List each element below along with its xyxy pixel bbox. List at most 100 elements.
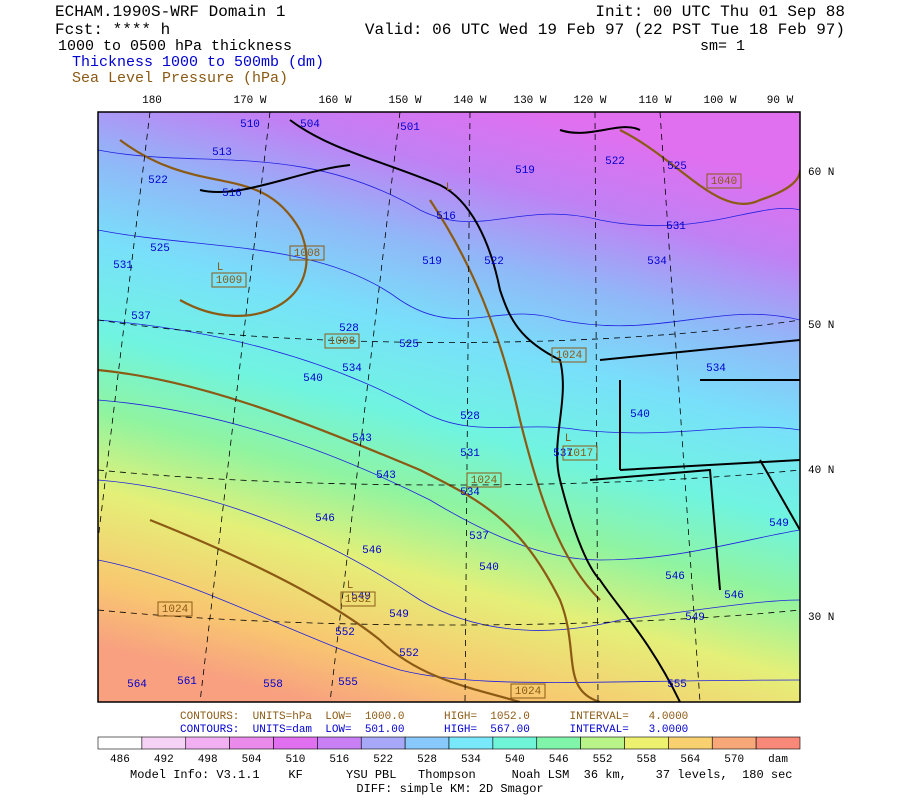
pressure-label: L [347, 580, 354, 592]
thickness-label: 522 [148, 175, 168, 187]
longitude-label: 120 W [573, 95, 606, 107]
pressure-label-box [706, 173, 742, 189]
latitude-label: 60 N [808, 167, 834, 179]
colorbar-label: 534 [461, 754, 481, 766]
colorbar-swatch [536, 736, 581, 750]
colorbar-unit: dam [768, 754, 788, 766]
pressure-label: 1024 [471, 475, 498, 487]
longitude-label: 170 W [233, 95, 266, 107]
thickness-label: 537 [131, 311, 151, 323]
thickness-label: 525 [150, 243, 170, 255]
longitude-label: 110 W [638, 95, 671, 107]
thickness-label: 546 [665, 571, 685, 583]
pressure-label: 1024 [515, 686, 542, 698]
pressure-label-box [562, 445, 598, 461]
colorbar-label: 564 [680, 754, 700, 766]
longitude-label: 90 W [767, 95, 794, 107]
thickness-label: 531 [460, 448, 480, 460]
longitude-label: 180 [142, 95, 162, 107]
pressure-label: L [217, 262, 224, 274]
colorbar-swatch [711, 736, 757, 750]
thickness-label: 564 [127, 679, 147, 691]
pressure-label: L [565, 433, 572, 445]
thickness-label: 501 [400, 122, 420, 134]
smoothing: sm= 1 [700, 38, 745, 55]
colorbar-label: 558 [637, 754, 657, 766]
colorbar-swatch [580, 736, 625, 750]
thickness-label: 516 [436, 211, 456, 223]
colorbar-swatch [97, 736, 143, 750]
thickness-label: 540 [303, 373, 323, 385]
colorbar-swatch [492, 736, 538, 750]
pressure-label: 1009 [216, 275, 242, 287]
pressure-label-box [324, 333, 360, 349]
thickness-label: 525 [399, 339, 419, 351]
thickness-label: 519 [422, 256, 442, 268]
colorbar-swatch [755, 736, 801, 750]
thickness-label: 534 [460, 487, 480, 499]
colorbar-label: 516 [329, 754, 349, 766]
thickness-label: 549 [351, 591, 371, 603]
colorbar-swatch [185, 736, 230, 750]
thickness-label: 555 [667, 679, 687, 691]
colorbar-label: 522 [373, 754, 393, 766]
pressure-label: 1040 [711, 176, 737, 188]
diff-info: DIFF: simple KM: 2D Smagor [356, 782, 543, 796]
longitude-label: 160 W [318, 95, 351, 107]
thickness-label: 552 [399, 648, 419, 660]
colorbar-swatch [668, 736, 713, 750]
thickness-label: 546 [724, 590, 744, 602]
thickness-label: 513 [212, 147, 232, 159]
pressure-label: 1024 [556, 350, 583, 362]
map-labels: 180 170 W 160 W 150 W 140 W 130 W 120 W 110 W 10… [113, 95, 834, 699]
thickness-label: 510 [240, 119, 260, 131]
thickness-label: 528 [460, 411, 480, 423]
colorbar-swatch [141, 736, 187, 750]
thickness-title: Thickness 1000 to 500mb (dm) [72, 54, 324, 71]
thickness-label: 546 [362, 545, 382, 557]
longitude-label: 100 W [703, 95, 736, 107]
pressure-label: 1008 [294, 248, 320, 260]
colorbar-label: 492 [154, 754, 174, 766]
thickness-label: 516 [222, 188, 242, 200]
colorbar-label: 546 [549, 754, 569, 766]
longitude-label: 150 W [388, 95, 421, 107]
thickness-label: 519 [515, 165, 535, 177]
colorbar-swatch [317, 736, 362, 750]
forecast-hour: Fcst: **** h [55, 21, 170, 39]
pressure-label: L [446, 182, 453, 194]
thickness-label: 534 [706, 363, 726, 375]
thickness-contours-info: CONTOURS: UNITS=dam LOW= 501.00 HIGH= 56… [180, 724, 688, 736]
latitude-label: 40 N [808, 465, 834, 477]
pressure-label: 1017 [567, 448, 593, 460]
slp-contours-info: CONTOURS: UNITS=hPa LOW= 1000.0 HIGH= 10… [180, 711, 688, 723]
colorbar-label: 540 [505, 754, 525, 766]
pressure-label-box [340, 591, 376, 607]
pressure-label: 1032 [345, 594, 371, 606]
thickness-label: 543 [352, 433, 372, 445]
thickness-label: 531 [113, 260, 133, 272]
thickness-label: 534 [342, 363, 362, 375]
valid-time: Valid: 06 UTC Wed 19 Feb 97 (22 PST Tue … [365, 21, 845, 39]
init-time: Init: 00 UTC Thu 01 Sep 88 [595, 3, 845, 21]
pressure-label-box [466, 472, 502, 488]
thickness-label: 561 [177, 676, 197, 688]
thickness-label: 558 [263, 679, 283, 691]
latitude-label: 30 N [808, 612, 834, 624]
thickness-label: 546 [315, 513, 335, 525]
latitude-label: 50 N [808, 320, 834, 332]
thickness-label: 549 [389, 609, 409, 621]
colorbar-label: 498 [198, 754, 218, 766]
thickness-label: 549 [769, 518, 789, 530]
colorbar-label: 504 [242, 754, 262, 766]
colorbar-label: 552 [593, 754, 613, 766]
colorbar: 486 492 498 504 510 516 522 528 534 540 546 552 558 5… [97, 736, 801, 766]
pressure-label-box [551, 347, 587, 363]
thickness-label: 555 [338, 677, 358, 689]
colorbar-label: 510 [286, 754, 306, 766]
model-name: ECHAM.1990S-WRF Domain 1 [55, 3, 285, 21]
thickness-label: 549 [685, 612, 705, 624]
pressure-label: 1024 [162, 604, 189, 616]
thickness-label: 531 [666, 221, 686, 233]
